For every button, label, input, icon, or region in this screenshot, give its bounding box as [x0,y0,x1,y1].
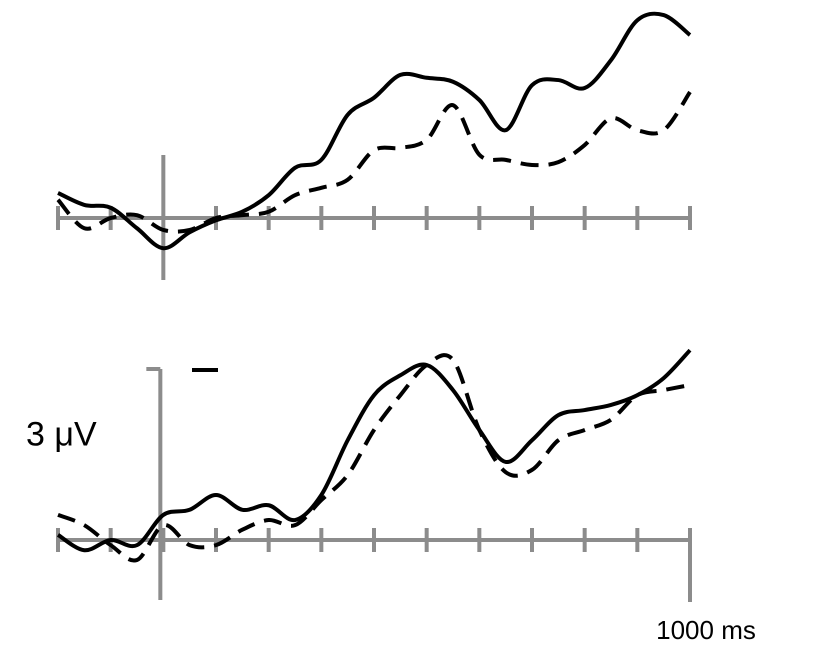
waveform [57,353,691,563]
waveform [56,348,692,553]
x-axis-label: 1000 ms [656,615,756,645]
scale-label: 3 μV [26,415,97,453]
waveform [57,11,692,251]
waveform [56,90,692,234]
